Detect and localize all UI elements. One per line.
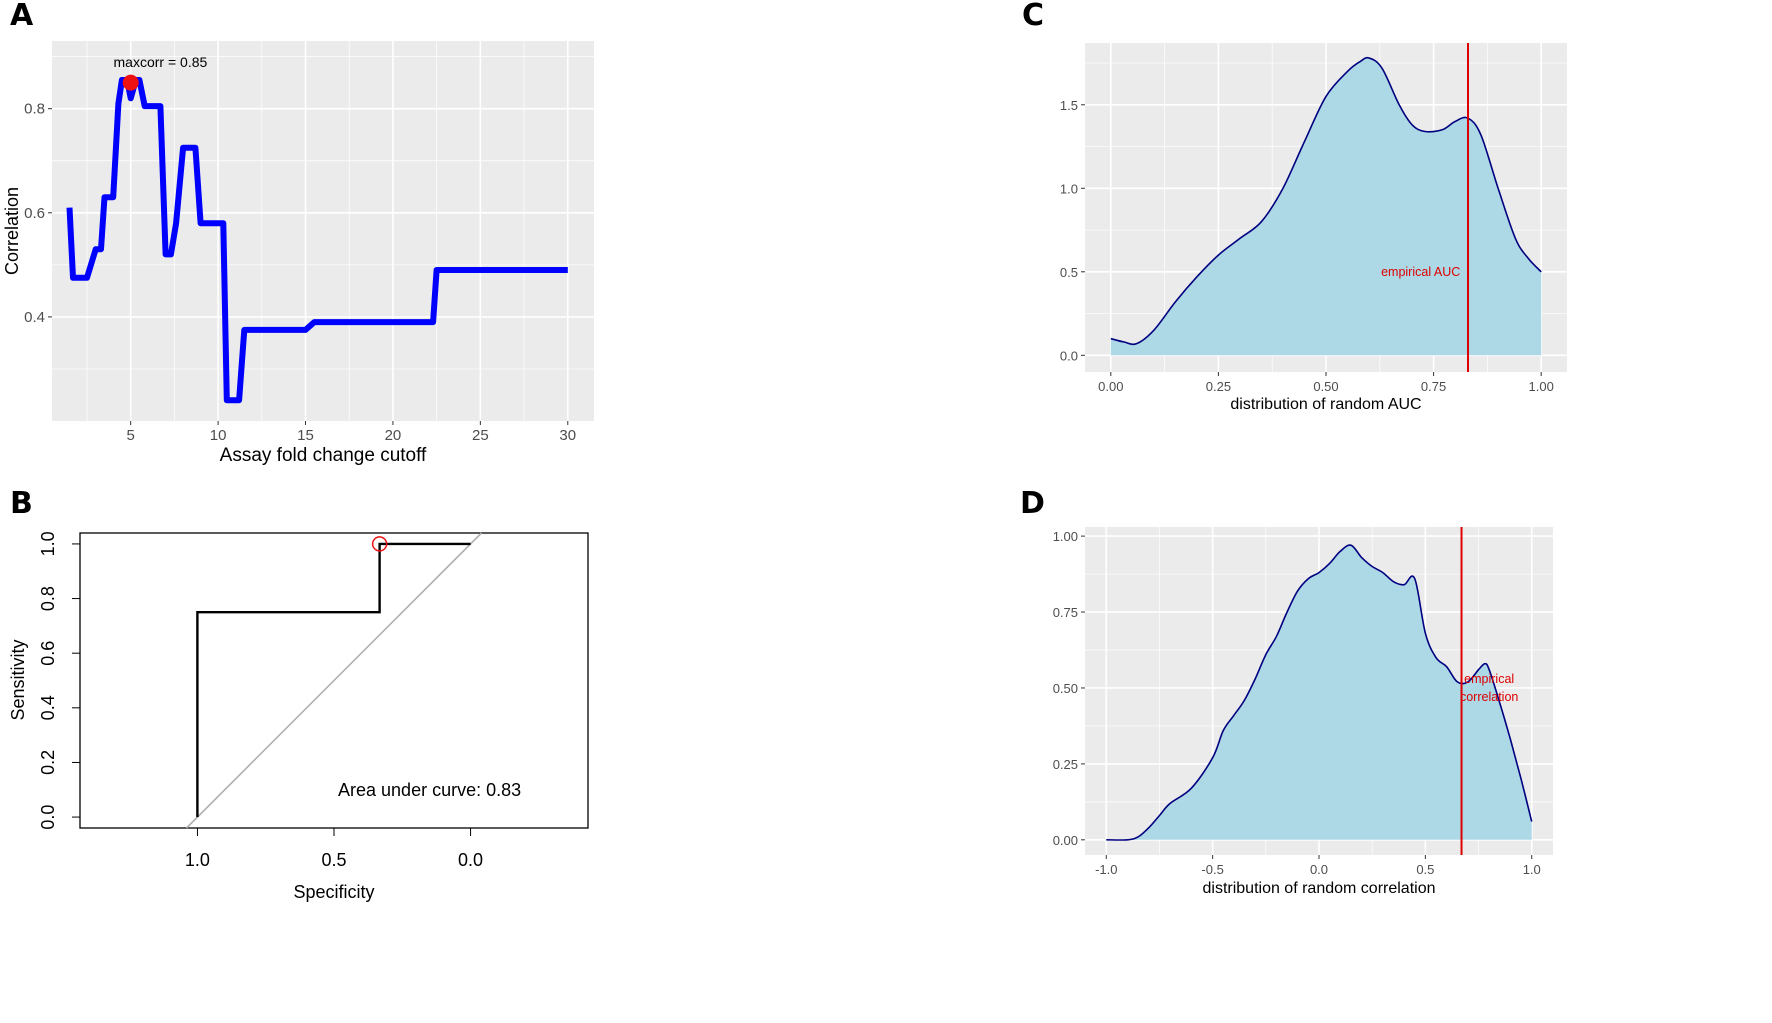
y-tick-label: 0.75 — [1053, 605, 1078, 620]
empirical-label-1: empirical — [1464, 672, 1514, 686]
y-tick-label: 0.25 — [1053, 757, 1078, 772]
x-tick-label: 30 — [559, 427, 576, 444]
best-threshold-point — [371, 536, 388, 552]
x-tick-label: 1.0 — [1523, 862, 1541, 877]
density-curve — [1110, 56, 1542, 346]
x-axis-title: Specificity — [293, 882, 374, 902]
y-tick-label: 1.0 — [1060, 181, 1078, 196]
x-tick-label: 0.5 — [321, 850, 346, 870]
y-tick-label: 0.6 — [38, 641, 58, 666]
y-tick-label: 1.00 — [1053, 529, 1078, 544]
density-curve — [1106, 544, 1533, 841]
x-tick-label: 0.75 — [1421, 379, 1446, 394]
reference-diagonal — [185, 532, 483, 829]
y-tick-label: 0.0 — [1060, 348, 1078, 363]
y-tick-label: 0.2 — [38, 750, 58, 775]
auc-label: Area under curve: 0.83 — [338, 780, 521, 800]
maxcorr-label: maxcorr = 0.85 — [114, 54, 208, 70]
x-axis-title: distribution of random correlation — [1202, 880, 1435, 897]
x-tick-label: 0.50 — [1313, 379, 1338, 394]
x-tick-label: 10 — [210, 427, 227, 444]
x-tick-label: 25 — [472, 427, 489, 444]
roc-curve — [196, 542, 471, 818]
x-tick-label: -0.5 — [1201, 862, 1223, 877]
y-tick-label: 0.4 — [38, 695, 58, 720]
x-tick-label: 15 — [297, 427, 314, 444]
chart-b-roc-curve: 1.0 0.5 0.0 0.0 0.2 0.4 0.6 0.8 1.0 Area under cu… — [8, 531, 589, 902]
correlation-line — [66, 77, 568, 404]
x-tick-label: 1.00 — [1529, 379, 1554, 394]
chart-c-random-auc-density: 0.00 0.25 0.50 0.75 1.00 0.0 0.5 1.0 1.5 empirica… — [1060, 43, 1567, 413]
y-axis-title: Correlation — [2, 187, 22, 275]
x-tick-label: 1.0 — [185, 850, 210, 870]
panel-letter-a: A — [10, 0, 34, 33]
x-tick-label: 0.25 — [1206, 379, 1231, 394]
y-tick-label: 0.8 — [38, 586, 58, 611]
x-tick-label: 5 — [127, 427, 135, 444]
x-tick-label: 20 — [385, 427, 402, 444]
x-axis-title: distribution of random AUC — [1230, 396, 1421, 413]
y-tick-label: 0.6 — [24, 205, 45, 222]
empirical-label-2: correlation — [1460, 690, 1518, 704]
panel-letter-d: D — [1020, 486, 1045, 521]
empirical-label-1: empirical AUC — [1381, 265, 1460, 279]
x-tick-label: 0.0 — [458, 850, 483, 870]
density-area — [1106, 545, 1532, 841]
y-tick-label: 0.8 — [24, 101, 45, 118]
x-tick-label: -1.0 — [1095, 862, 1117, 877]
max-correlation-point — [122, 74, 139, 91]
y-tick-label: 1.5 — [1060, 98, 1078, 113]
y-tick-label: 0.00 — [1053, 833, 1078, 848]
panel-letter-c: C — [1022, 0, 1045, 33]
x-tick-label: 0.00 — [1098, 379, 1123, 394]
y-tick-label: 1.0 — [38, 531, 58, 556]
y-tick-label: 0.5 — [1060, 265, 1078, 280]
chart-a-fold-change-correlation: 5 10 15 20 25 30 0.4 0.6 0.8 maxcorr = 0.85 Assay … — [2, 41, 594, 466]
y-tick-label: 0.50 — [1053, 681, 1078, 696]
x-axis-title: Assay fold change cutoff — [220, 445, 427, 466]
x-tick-label: 0.5 — [1416, 862, 1434, 877]
y-tick-label: 0.4 — [24, 309, 45, 326]
y-axis-title: Sensitivity — [8, 639, 28, 720]
chart-d-random-correlation-density: -1.0 -0.5 0.0 0.5 1.0 0.00 0.25 0.50 0.75 1.00 emp… — [1053, 527, 1553, 897]
y-tick-label: 0.0 — [38, 805, 58, 830]
panel-letter-b: B — [10, 486, 33, 521]
x-tick-label: 0.0 — [1310, 862, 1328, 877]
